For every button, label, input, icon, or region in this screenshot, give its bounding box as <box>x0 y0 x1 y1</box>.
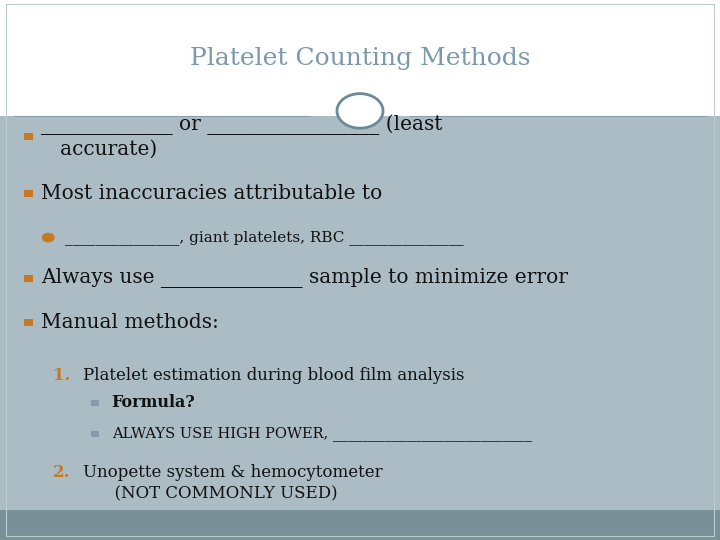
Text: ALWAYS USE HIGH POWER, ___________________________: ALWAYS USE HIGH POWER, _________________… <box>112 426 531 441</box>
FancyBboxPatch shape <box>0 0 720 116</box>
Text: Platelet estimation during blood film analysis: Platelet estimation during blood film an… <box>83 367 464 383</box>
FancyBboxPatch shape <box>0 116 720 510</box>
Text: Most inaccuracies attributable to: Most inaccuracies attributable to <box>41 184 382 203</box>
Text: Manual methods:: Manual methods: <box>41 313 219 332</box>
Text: 1.: 1. <box>53 367 70 383</box>
Circle shape <box>42 233 55 242</box>
Text: Formula?: Formula? <box>112 394 195 411</box>
Text: _______________, giant platelets, RBC _______________: _______________, giant platelets, RBC __… <box>65 230 464 245</box>
FancyBboxPatch shape <box>24 274 33 281</box>
Text: Unopette system & hemocytometer
      (NOT COMMONLY USED): Unopette system & hemocytometer (NOT COM… <box>83 464 382 502</box>
FancyBboxPatch shape <box>24 133 33 140</box>
FancyBboxPatch shape <box>0 510 720 540</box>
FancyBboxPatch shape <box>24 190 33 197</box>
Text: Platelet Counting Methods: Platelet Counting Methods <box>190 46 530 70</box>
FancyBboxPatch shape <box>91 400 99 406</box>
Text: 2.: 2. <box>53 464 70 481</box>
FancyBboxPatch shape <box>24 319 33 326</box>
FancyBboxPatch shape <box>91 431 99 436</box>
Text: _____________ or _________________ (least
   accurate): _____________ or _________________ (leas… <box>41 114 443 159</box>
Text: Always use ______________ sample to minimize error: Always use ______________ sample to mini… <box>41 268 568 288</box>
Circle shape <box>337 93 383 128</box>
